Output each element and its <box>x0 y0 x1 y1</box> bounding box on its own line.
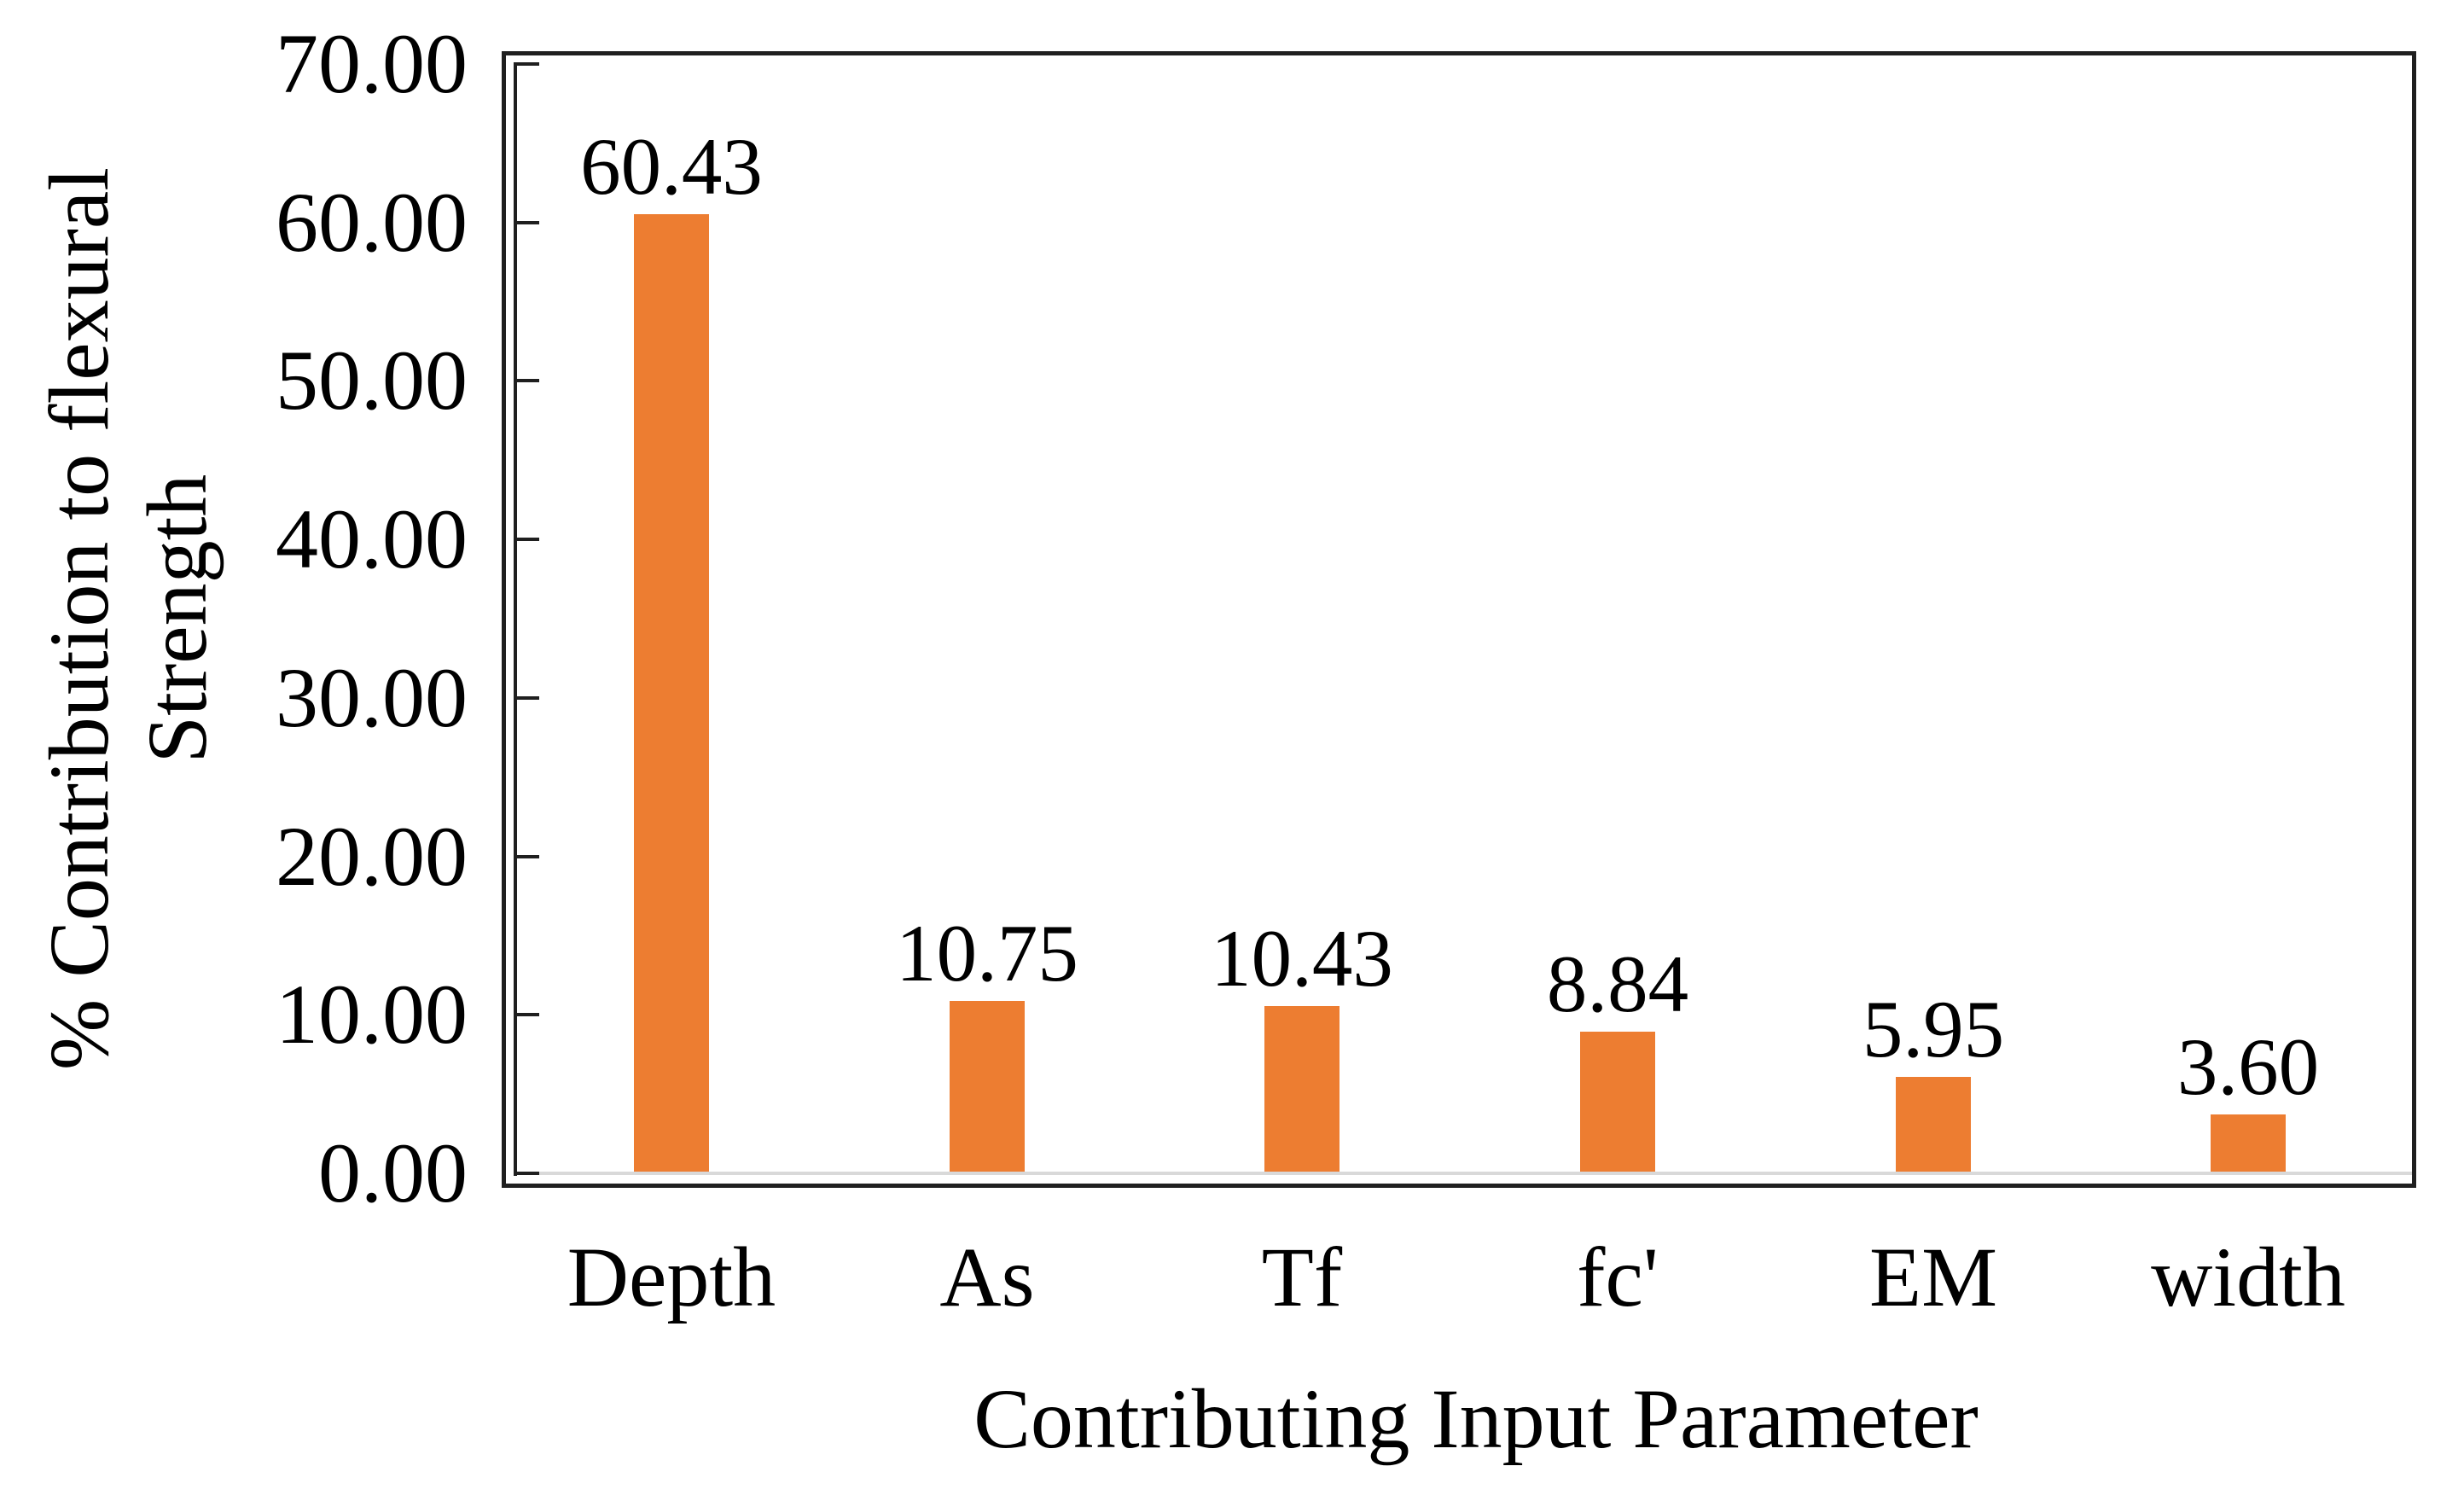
bar <box>1896 1077 1971 1172</box>
y-tick <box>514 1013 539 1017</box>
bar <box>1580 1032 1655 1172</box>
bar-value-label: 10.75 <box>896 908 1078 998</box>
bar-value-label: 8.84 <box>1546 939 1689 1029</box>
bar-value-label: 10.43 <box>1211 913 1393 1004</box>
y-tick <box>514 62 539 66</box>
y-tick-label: 30.00 <box>276 649 468 745</box>
y-tick-label: 50.00 <box>276 333 468 428</box>
y-tick <box>514 1172 539 1175</box>
bar <box>634 214 709 1172</box>
y-tick-label: 20.00 <box>276 808 468 904</box>
y-tick <box>514 379 539 383</box>
y-tick-label: 70.00 <box>276 16 468 111</box>
category-label: Tf <box>1261 1230 1343 1324</box>
bar-value-label: 5.95 <box>1862 984 2005 1074</box>
category-label: Depth <box>567 1230 776 1324</box>
bar <box>2211 1114 2286 1172</box>
category-label: EM <box>1869 1230 1997 1324</box>
y-tick <box>514 220 539 224</box>
category-label: fc' <box>1577 1230 1659 1324</box>
y-tick <box>514 854 539 858</box>
bar-value-label: 3.60 <box>2176 1021 2320 1112</box>
chart-area-border <box>502 51 2416 1188</box>
y-axis-title-line1: % Contribution to flexural <box>32 166 126 1071</box>
category-label: As <box>939 1230 1035 1324</box>
x-axis-title: Contributing Input Parameter <box>973 1371 1979 1466</box>
bar-value-label: 60.43 <box>580 121 763 212</box>
bar <box>950 1001 1025 1172</box>
y-tick <box>514 538 539 542</box>
y-tick-label: 40.00 <box>276 492 468 587</box>
category-label: width <box>2151 1230 2345 1324</box>
y-tick-label: 0.00 <box>318 1126 468 1220</box>
y-tick-label: 10.00 <box>276 967 468 1062</box>
y-tick-label: 60.00 <box>276 174 468 270</box>
y-tick <box>514 695 539 700</box>
x-axis-baseline <box>514 1172 2412 1175</box>
bar <box>1264 1006 1340 1172</box>
y-axis-line <box>514 63 517 1176</box>
